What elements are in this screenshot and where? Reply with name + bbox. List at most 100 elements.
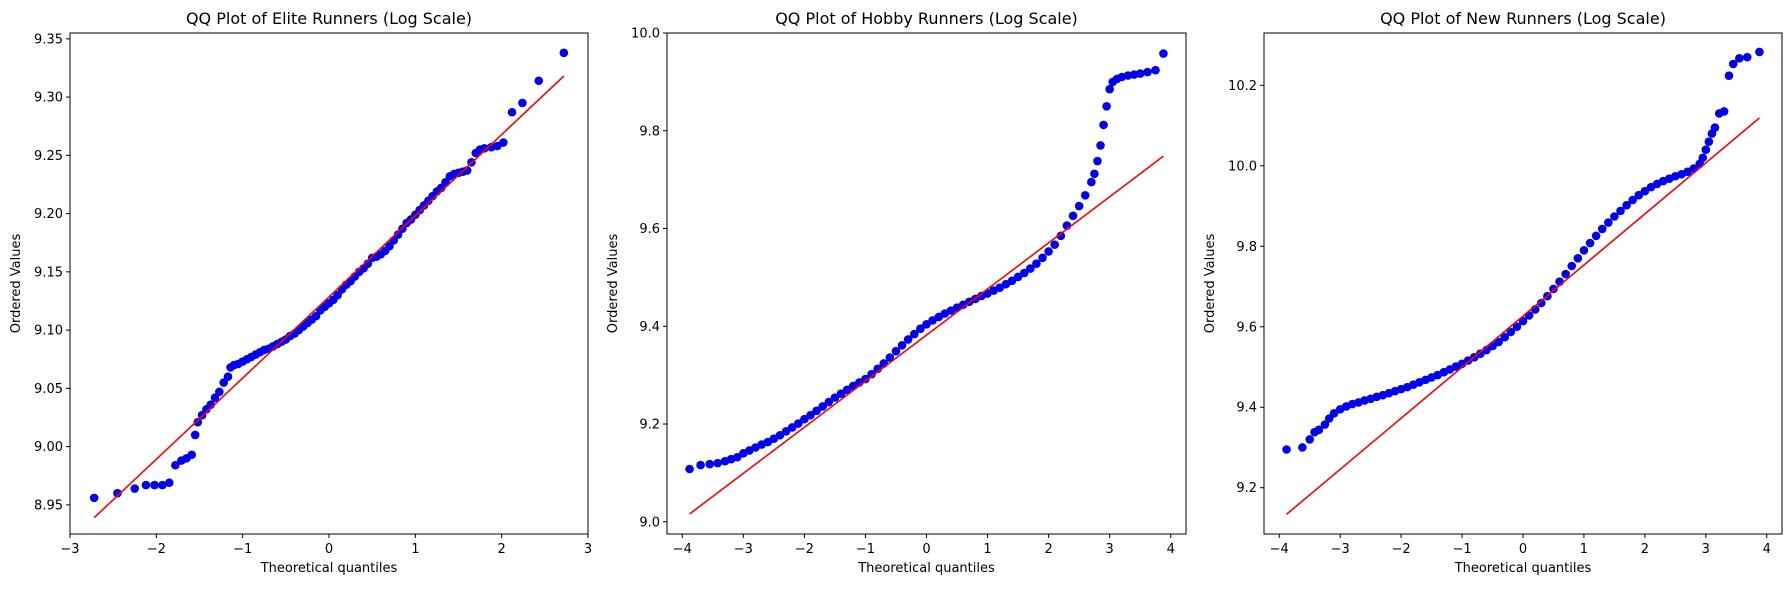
data-point	[1305, 435, 1315, 444]
data-point	[922, 320, 931, 329]
data-point	[1068, 211, 1078, 221]
data-point	[1050, 240, 1060, 249]
data-point	[1143, 67, 1152, 77]
data-points	[89, 48, 569, 503]
data-point	[1591, 231, 1601, 241]
qq-panel-1: QQ Plot of Elite Runners (Log Scale) −3 −2…	[9, 9, 592, 576]
data-point	[1494, 337, 1503, 347]
chart-title: QQ Plot of Hobby Runners (Log Scale)	[775, 9, 1078, 28]
x-tick-label: −1	[856, 542, 875, 557]
data-point	[787, 423, 797, 432]
data-point	[1032, 259, 1041, 269]
x-tick-label: 1	[411, 542, 419, 557]
data-point	[534, 76, 544, 86]
data-point	[1742, 52, 1752, 62]
x-tick-label: 0	[325, 542, 333, 557]
data-point	[891, 346, 901, 356]
data-point	[1038, 253, 1047, 263]
data-point	[150, 480, 159, 490]
data-point	[713, 458, 722, 468]
x-axis-label: Theoretical quantiles	[1454, 561, 1592, 576]
x-tick-label: 3	[1702, 542, 1710, 557]
y-tick-label: 9.4	[639, 320, 660, 335]
x-tick-label: −2	[795, 542, 814, 557]
data-point	[793, 419, 803, 428]
data-point	[1719, 107, 1729, 116]
data-points	[1282, 47, 1764, 454]
x-axis-label: Theoretical quantiles	[857, 561, 995, 576]
data-point	[903, 335, 913, 344]
data-point	[1044, 247, 1053, 256]
data-point	[1093, 156, 1102, 166]
data-point	[130, 484, 140, 493]
data-point	[1755, 47, 1764, 57]
data-point	[1567, 261, 1577, 271]
data-point	[1314, 425, 1324, 435]
y-tick-label: 9.6	[1236, 320, 1257, 335]
data-point	[1610, 212, 1619, 221]
data-point	[1026, 264, 1035, 273]
data-point	[1056, 231, 1066, 241]
x-tick-label: −1	[233, 542, 252, 557]
x-axis-label: Theoretical quantiles	[260, 561, 398, 576]
data-point	[1561, 269, 1570, 279]
data-point	[1102, 102, 1111, 111]
x-tick-label: 3	[1106, 542, 1114, 557]
data-point	[885, 353, 895, 362]
x-tick-label: 0	[922, 542, 930, 557]
fit-line	[689, 155, 1164, 515]
data-point	[1549, 284, 1558, 294]
chart-title: QQ Plot of New Runners (Log Scale)	[1380, 9, 1666, 28]
data-point	[507, 107, 517, 117]
y-axis-label: Ordered Values	[9, 234, 24, 334]
chart-title: QQ Plot of Elite Runners (Log Scale)	[186, 9, 472, 28]
data-point	[1298, 443, 1307, 452]
x-tick-label: 1	[1580, 542, 1588, 557]
y-tick-label: 9.8	[1236, 240, 1257, 255]
data-point	[518, 98, 527, 108]
y-tick-label: 9.20	[34, 207, 63, 222]
y-tick-label: 9.2	[639, 418, 660, 433]
x-tick-label: 2	[498, 542, 506, 557]
plot-frame	[69, 32, 589, 535]
data-point	[867, 369, 876, 379]
data-point	[141, 480, 151, 490]
data-point	[1704, 137, 1714, 146]
data-point	[696, 460, 705, 470]
data-point	[836, 389, 846, 399]
data-point	[89, 493, 99, 503]
fit-line	[1286, 117, 1760, 515]
x-tick-label: −1	[1452, 542, 1471, 557]
data-point	[1090, 169, 1099, 179]
data-point	[164, 478, 174, 488]
data-point	[113, 488, 122, 498]
y-tick-label: 9.0	[639, 515, 660, 530]
data-point	[1135, 69, 1145, 78]
data-point	[1616, 206, 1625, 216]
y-tick-label: 9.2	[1236, 481, 1257, 496]
data-point	[1159, 49, 1168, 58]
x-tick-label: −2	[1392, 542, 1411, 557]
data-point	[1013, 272, 1023, 282]
y-tick-label: 9.35	[34, 32, 63, 47]
data-point	[1329, 408, 1339, 418]
y-axis-label: Ordered Values	[1203, 234, 1218, 334]
data-point	[190, 430, 200, 440]
y-tick-label: 9.15	[34, 265, 63, 280]
data-point	[1320, 420, 1330, 429]
data-point	[480, 144, 489, 153]
data-point	[818, 402, 827, 411]
data-point	[1087, 177, 1096, 187]
x-tick-label: 3	[584, 542, 592, 557]
x-tick-label: −3	[734, 542, 753, 557]
data-point	[775, 430, 785, 440]
data-point	[1634, 190, 1644, 200]
data-point	[812, 406, 821, 416]
data-point	[732, 452, 742, 462]
qq-panel-2: QQ Plot of Hobby Runners (Log Scale) −4 −3…	[606, 9, 1187, 576]
data-point	[1628, 195, 1637, 205]
data-point	[1597, 224, 1607, 234]
data-point	[1698, 153, 1708, 163]
y-tick-label: 10.0	[631, 27, 660, 42]
data-point	[800, 414, 809, 424]
